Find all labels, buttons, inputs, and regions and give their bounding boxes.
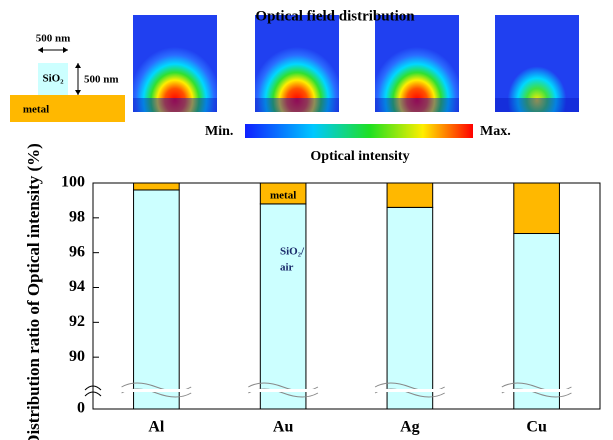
bar-segment	[260, 204, 306, 409]
figure: Optical field distribution 500 nm 500 nm…	[0, 0, 613, 440]
y-axis-title: Distribution ratio of Optical intensity …	[24, 143, 43, 440]
field-map	[375, 15, 459, 112]
bar-segment	[134, 190, 180, 409]
break-gap	[122, 389, 192, 392]
bar-segment	[387, 183, 433, 207]
bar-annotation: SiO₂/	[280, 246, 305, 258]
colorbar	[245, 124, 473, 138]
field-map	[255, 15, 339, 112]
bar-annotation: metal	[270, 190, 296, 202]
colorbar-min: Min.	[205, 124, 233, 139]
oxide-label: SiO₂	[42, 73, 64, 85]
y-tick-label: 0	[77, 400, 85, 417]
y-tick-label: 98	[69, 209, 85, 226]
metal-region	[255, 98, 339, 112]
metal-label: metal	[23, 104, 49, 116]
y-tick-label: 90	[69, 348, 85, 365]
x-tick-label: Au	[273, 419, 294, 436]
field-maps	[133, 15, 579, 112]
y-tick-label: 100	[61, 174, 85, 191]
field-map	[495, 15, 579, 112]
bar-segment	[514, 183, 560, 234]
break-gap	[375, 389, 445, 392]
figure-title: Optical field distribution	[255, 8, 415, 24]
y-tick-label: 96	[69, 243, 85, 260]
x-tick-label: Al	[148, 419, 165, 436]
x-tick-label: Cu	[526, 419, 547, 436]
break-gap	[248, 389, 318, 392]
height-label: 500 nm	[84, 74, 119, 86]
y-tick-label: 94	[69, 278, 85, 295]
x-tick-label: Ag	[400, 419, 420, 436]
colorbar-title: Optical intensity	[310, 149, 409, 164]
y-tick-label: 92	[69, 313, 85, 330]
width-label: 500 nm	[36, 33, 71, 45]
bar-segment	[134, 183, 180, 190]
metal-region	[495, 98, 579, 112]
metal-region	[133, 98, 217, 112]
bar-annotation: air	[280, 262, 294, 274]
bar-segment	[387, 207, 433, 409]
metal-region	[375, 98, 459, 112]
colorbar-max: Max.	[480, 124, 511, 139]
break-gap	[502, 389, 572, 392]
field-map	[133, 15, 217, 112]
